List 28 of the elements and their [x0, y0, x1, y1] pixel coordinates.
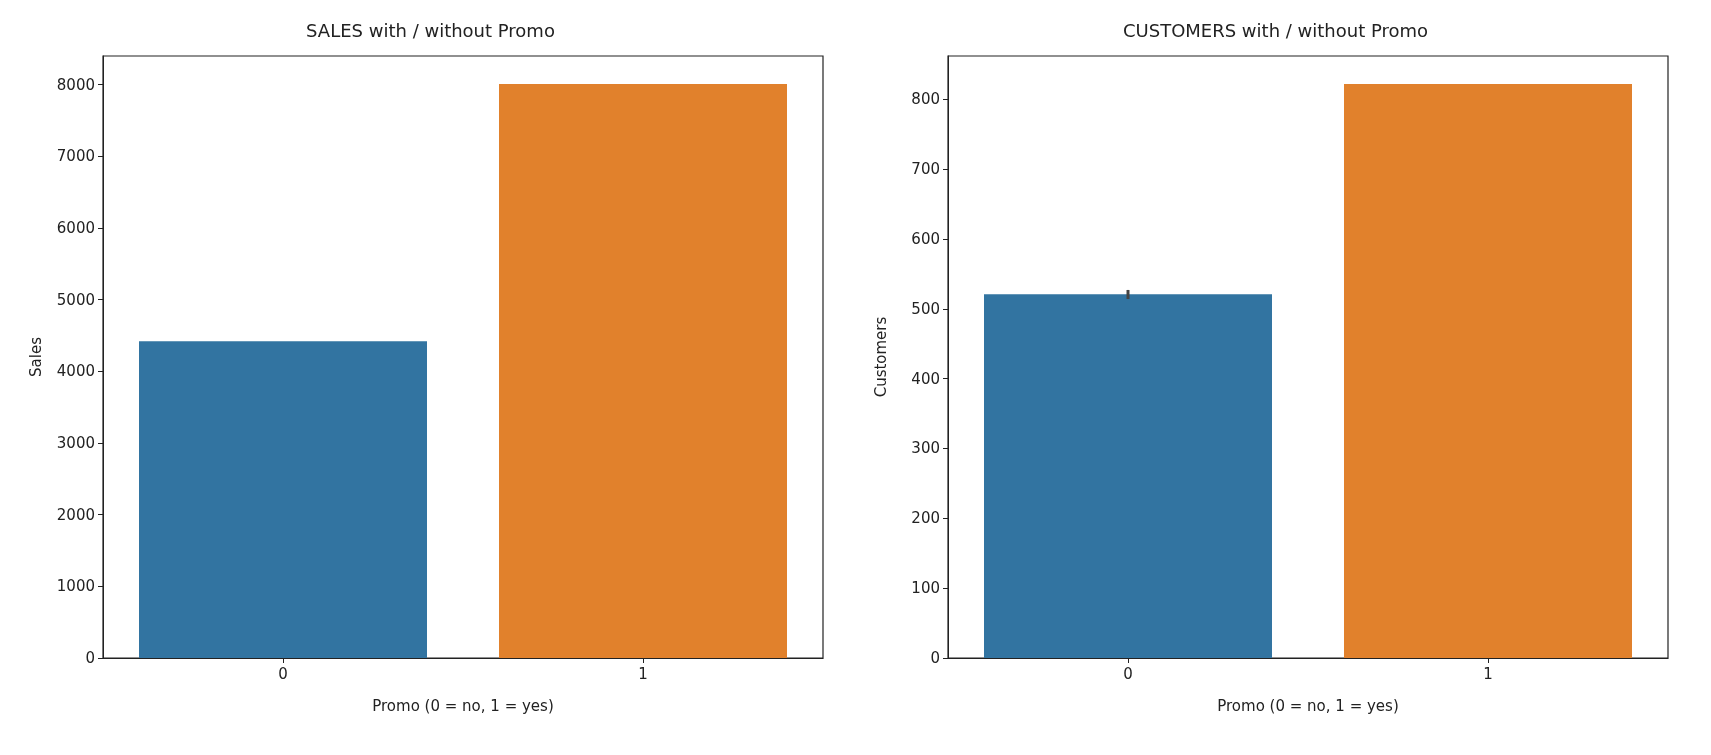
y-tick-label: 3000	[56, 434, 95, 452]
y-tick-label: 0	[930, 649, 940, 667]
y-tick-label: 500	[911, 299, 940, 318]
chart-title: CUSTOMERS with / without Promo	[1122, 19, 1429, 41]
y-tick-label: 8000	[56, 75, 95, 94]
x-axis-title: Promo (0 = no, 1 = yes)	[372, 696, 554, 715]
y-tick-label: 0	[85, 649, 95, 667]
x-tick-label: 0	[1123, 664, 1133, 683]
y-tick-label: 300	[911, 439, 940, 458]
chart-title: SALES with / without Promo	[306, 19, 555, 41]
y-tick-label: 6000	[56, 219, 95, 237]
y-tick-label: 800	[911, 90, 940, 109]
y-tick-label: 5000	[56, 290, 95, 309]
y-tick-label: 100	[911, 579, 940, 598]
y-tick-label: 400	[911, 369, 940, 388]
y-tick-label: 7000	[56, 147, 95, 166]
x-tick-label: 1	[638, 664, 648, 683]
y-axis-title: Customers	[871, 316, 890, 398]
x-axis-title: Promo (0 = no, 1 = yes)	[1217, 696, 1399, 715]
y-tick-label: 4000	[56, 362, 95, 381]
y-tick-label: 600	[911, 229, 940, 248]
y-tick-label: 700	[911, 160, 940, 179]
x-tick-label: 0	[278, 664, 288, 683]
x-tick-label: 1	[1483, 664, 1493, 683]
y-tick-label: 1000	[56, 577, 95, 596]
y-tick-label: 200	[911, 509, 940, 528]
y-axis-title: Sales	[26, 336, 45, 377]
y-tick-label: 2000	[56, 505, 95, 524]
